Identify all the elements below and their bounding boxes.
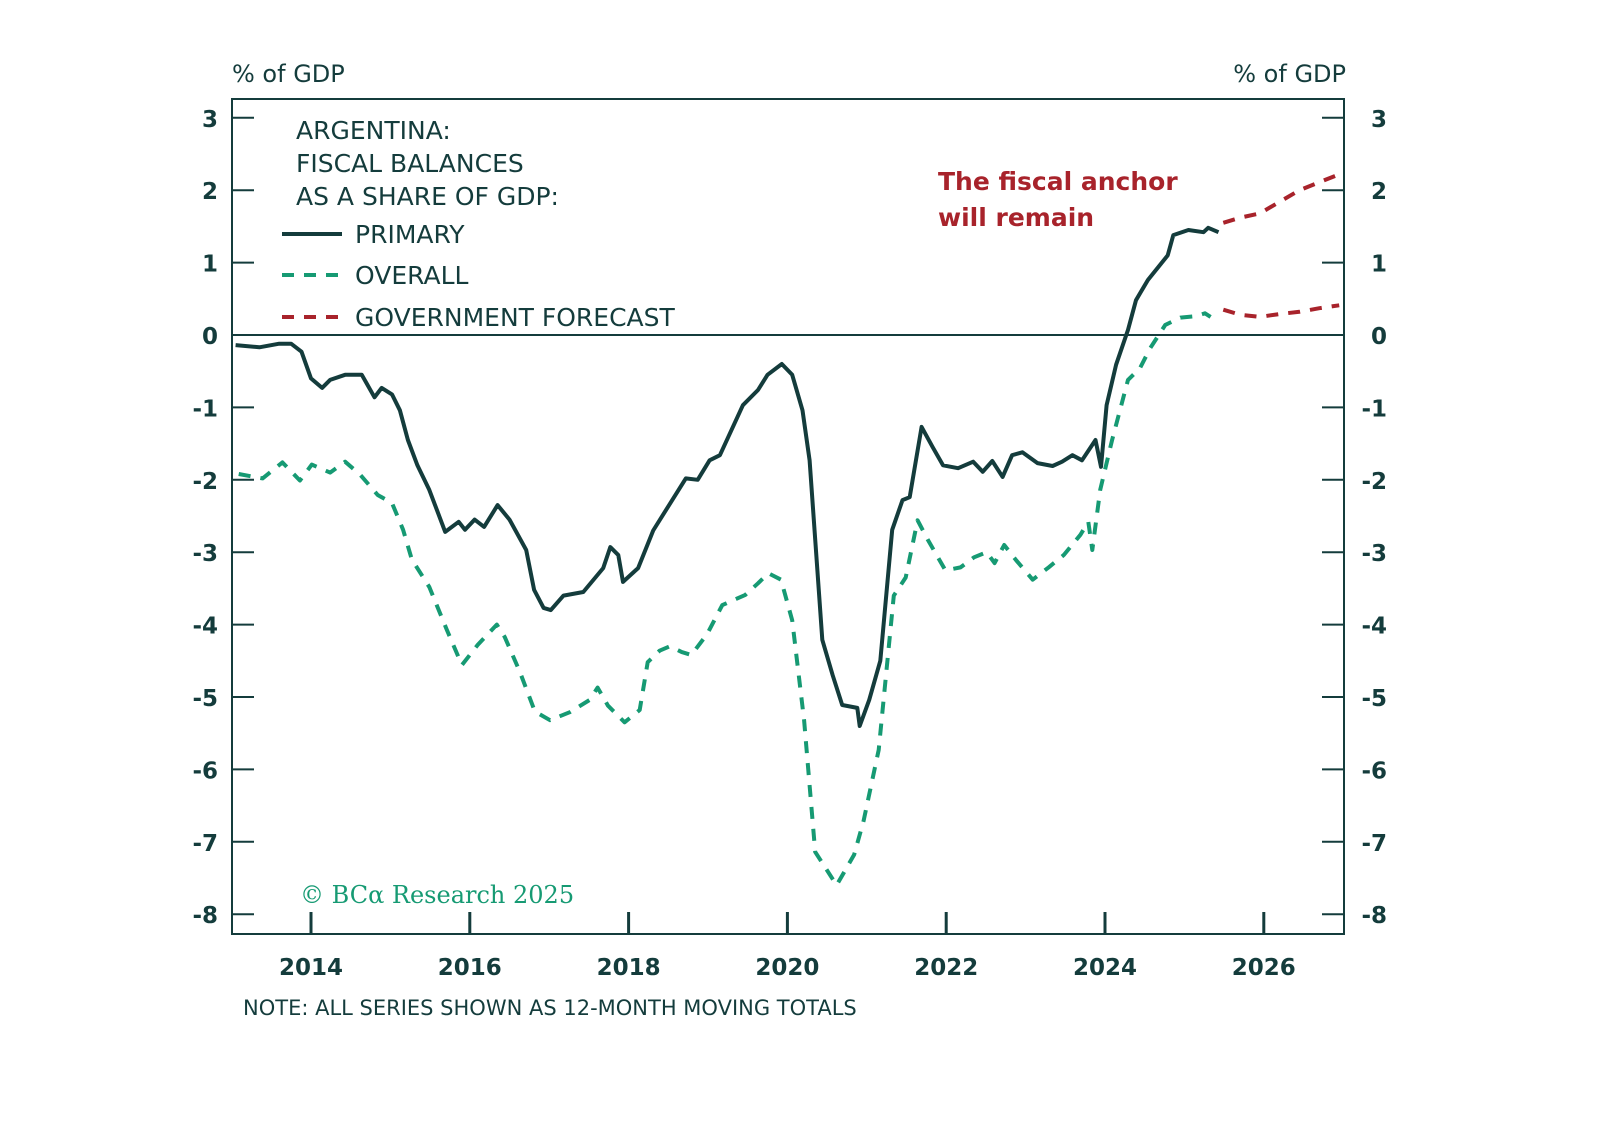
copyright: © BCα Research 2025 [300, 881, 574, 909]
legend-title-line-3: AS A SHARE OF GDP: [296, 182, 559, 211]
y-tick-label-right: 2 [1371, 179, 1387, 205]
x-tick-label: 2020 [755, 955, 819, 981]
annotation-line-1: The fiscal anchor [938, 167, 1178, 196]
series-line-government-forecast-overall-forecast [1222, 303, 1340, 319]
y-tick-label-left: 2 [202, 179, 218, 205]
x-ticks: 2014 2016 2018 2020 2022 2024 2026 [279, 912, 1296, 981]
x-tick-label: 2026 [1232, 955, 1296, 981]
y-axis-label-right: % of GDP [1233, 60, 1346, 88]
legend-title-line-1: ARGENTINA: [296, 116, 451, 145]
annotation-line-2: will remain [938, 203, 1094, 232]
y-ticks: 3 3 2 2 1 1 0 0 -1 -1 -2 -2 -3 -3 -4 -4 -5 -5 -6 -6 -7 -7 -8 -8 [192, 107, 1387, 929]
y-tick-label-right: -1 [1361, 396, 1387, 422]
legend-title-line-2: FISCAL BALANCES [296, 149, 524, 178]
series-line-government-forecast-primary-forecast [1222, 172, 1340, 225]
x-tick-label: 2024 [1073, 955, 1137, 981]
y-tick-label-right: -8 [1361, 903, 1387, 929]
y-tick-label-right: -5 [1361, 686, 1387, 712]
y-tick-label-right: -6 [1361, 758, 1387, 784]
y-tick-label-right: 0 [1371, 324, 1387, 350]
y-tick-label-left: -8 [192, 903, 218, 929]
y-tick-label-right: -4 [1361, 614, 1387, 640]
y-tick-label-left: -3 [192, 541, 218, 567]
x-tick-label: 2022 [914, 955, 978, 981]
footnote: NOTE: ALL SERIES SHOWN AS 12-MONTH MOVIN… [243, 996, 857, 1020]
y-tick-label-left: -2 [192, 469, 218, 495]
legend: ARGENTINA: FISCAL BALANCES AS A SHARE OF… [282, 116, 676, 332]
y-axis-label-left: % of GDP [232, 60, 345, 88]
y-tick-label-left: 3 [202, 107, 218, 133]
series-line-overall [238, 311, 1212, 888]
y-tick-label-right: -2 [1361, 469, 1387, 495]
y-tick-label-left: -6 [192, 758, 218, 784]
legend-label-primary: PRIMARY [355, 220, 465, 249]
y-tick-label-left: -1 [192, 396, 218, 422]
legend-label-forecast: GOVERNMENT FORECAST [355, 303, 676, 332]
x-tick-label: 2014 [279, 955, 343, 981]
legend-label-overall: OVERALL [355, 261, 469, 290]
y-tick-label-right: 1 [1371, 252, 1387, 278]
y-tick-label-left: -7 [192, 831, 218, 857]
y-tick-label-left: 0 [202, 324, 218, 350]
y-tick-label-right: -3 [1361, 541, 1387, 567]
y-tick-label-right: -7 [1361, 831, 1387, 857]
series-layer [235, 172, 1340, 888]
y-tick-label-right: 3 [1371, 107, 1387, 133]
y-tick-label-left: -5 [192, 686, 218, 712]
y-tick-label-left: -4 [192, 614, 218, 640]
x-tick-label: 2016 [438, 955, 502, 981]
series-line-primary [235, 225, 1220, 728]
x-tick-label: 2018 [597, 955, 661, 981]
y-tick-label-left: 1 [202, 252, 218, 278]
